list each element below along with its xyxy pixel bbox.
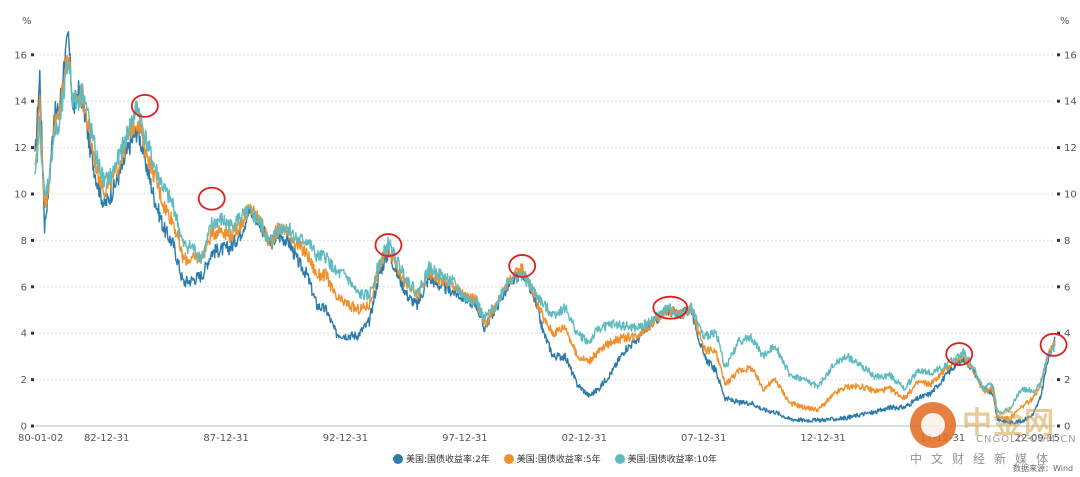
series-line-10y	[34, 60, 1056, 415]
watermark-tagline: 中文财经新媒体	[910, 452, 1058, 466]
highlight-circle	[374, 233, 403, 257]
y-tick-mark-left	[31, 99, 34, 103]
highlight-circle	[1039, 332, 1068, 357]
series-line-5y	[34, 54, 1056, 422]
series-lines	[34, 31, 1056, 425]
y-tick-mark-right	[1057, 238, 1060, 242]
y-tick-mark-right	[1057, 146, 1060, 150]
y-tick-label-left: 14	[14, 97, 27, 108]
watermark-brand: 中金网	[962, 406, 1055, 441]
y-tick-label-left: 12	[14, 143, 27, 154]
highlight-circle	[652, 295, 689, 320]
y-tick-mark-left	[31, 238, 34, 242]
y-tick-label-left: 4	[21, 329, 27, 340]
x-tick-label: 92-12-31	[323, 433, 368, 444]
y-tick-mark-right	[1057, 99, 1060, 103]
y-tick-label-left: 0	[21, 422, 27, 433]
y-tick-label-right: 0	[1064, 422, 1070, 433]
y-tick-mark-left	[31, 331, 34, 335]
watermark: 中金网 CNGOLD.COM.CN 中文财经新媒体	[910, 398, 1076, 476]
y-tick-label-left: 16	[14, 50, 27, 61]
watermark-url: CNGOLD.COM.CN	[976, 434, 1077, 445]
y-tick-label-right: 2	[1064, 375, 1070, 386]
y-tick-label-right: 10	[1064, 190, 1077, 201]
cngold-logo-icon	[910, 402, 956, 448]
legend-marker-2y	[393, 453, 403, 464]
highlight-circle	[130, 93, 159, 118]
highlight-circle	[945, 342, 974, 366]
y-tick-mark-right	[1057, 192, 1060, 196]
legend-marker-10y	[614, 453, 625, 464]
data-source: 数据来源：Wind	[1013, 464, 1074, 473]
y-tick-mark-left	[31, 192, 34, 196]
highlight-circle	[508, 254, 537, 278]
legend-item-2y[interactable]: 美国:国债收益率:2年	[393, 452, 490, 465]
x-tick-label: 22-09-15	[1015, 433, 1060, 444]
x-tick-label: 12-12-31	[800, 433, 845, 444]
x-tick-label: 82-12-31	[84, 433, 129, 444]
legend-item-10y[interactable]: 美国:国债收益率:10年	[614, 452, 718, 465]
legend-label-2y: 美国:国债收益率:2年	[406, 455, 490, 465]
y-tick-mark-left	[31, 378, 34, 382]
highlight-circles	[130, 93, 1068, 366]
y-tick-mark-right	[1057, 53, 1060, 57]
y-tick-label-right: 8	[1064, 236, 1070, 247]
series-line-2y	[34, 31, 1056, 425]
x-axis: 80-01-02 82-12-31 87-12-31 92-12-31 97-12-31…	[18, 433, 1060, 444]
y-axis-right: 0 2 4 6 8 10 12 14 16	[1057, 50, 1077, 433]
y-tick-mark-right	[1057, 378, 1060, 382]
y-tick-label-left: 8	[21, 236, 27, 247]
y-tick-mark-left	[31, 285, 34, 289]
y-tick-label-right: 12	[1064, 143, 1077, 154]
legend-label-10y: 美国:国债收益率:10年	[627, 455, 718, 465]
y-tick-label-right: 4	[1064, 329, 1070, 340]
y-tick-mark-right	[1057, 285, 1060, 289]
y-tick-mark-left	[31, 424, 34, 428]
legend-item-5y[interactable]: 美国:国债收益率:5年	[503, 452, 601, 465]
x-tick-label: 97-12-31	[442, 433, 487, 444]
y-axis-left: 0 2 4 6 8 10 12 14 16	[14, 50, 34, 433]
y-tick-label-left: 6	[21, 282, 27, 293]
x-tick-label: 87-12-31	[203, 433, 248, 444]
y-tick-mark-left	[31, 53, 34, 57]
y-tick-mark-left	[31, 146, 34, 150]
y-tick-label-right: 6	[1064, 282, 1070, 293]
gridlines	[35, 54, 1055, 427]
y-tick-mark-right	[1057, 424, 1060, 428]
y-tick-label-left: 10	[14, 190, 27, 201]
x-tick-label: 02-12-31	[562, 433, 607, 444]
legend-label-5y: 美国:国债收益率:5年	[516, 455, 601, 465]
y-tick-mark-right	[1057, 331, 1060, 335]
y-tick-label-left: 2	[21, 375, 27, 386]
y-tick-label-right: 16	[1064, 50, 1077, 61]
unit-left: %	[22, 16, 32, 27]
legend-marker-5y	[503, 453, 514, 464]
y-tick-label-right: 14	[1064, 97, 1077, 108]
legend: 美国:国债收益率:2年 美国:国债收益率:5年 美国:国债收益率:10年	[393, 452, 717, 465]
unit-right: %	[1060, 16, 1070, 27]
x-tick-label: 07-12-31	[681, 433, 726, 444]
highlight-circle	[197, 186, 226, 211]
x-tick-label: 80-01-02	[18, 433, 63, 444]
